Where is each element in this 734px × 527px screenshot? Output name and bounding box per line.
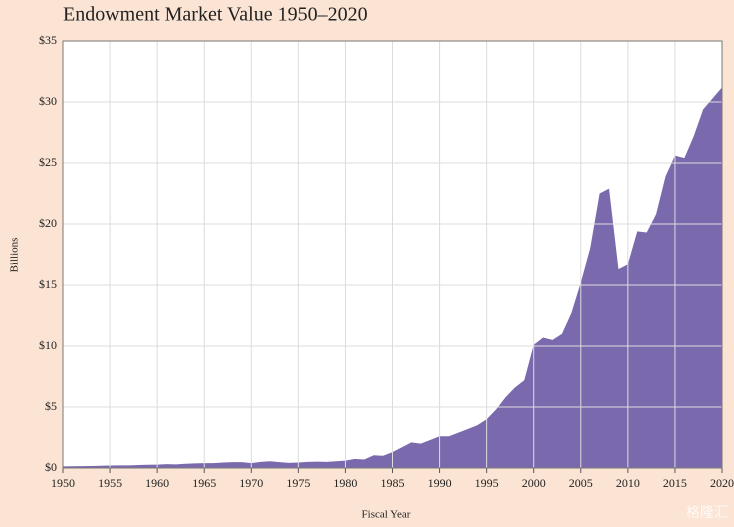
x-tick-label: 2015 [663, 476, 687, 490]
x-tick-label: 1960 [145, 476, 169, 490]
x-tick-label: 2010 [616, 476, 640, 490]
x-axis-label: Fiscal Year [362, 509, 411, 521]
x-tick-label: 2000 [522, 476, 546, 490]
y-tick-label: $5 [45, 399, 57, 413]
watermark: 格隆汇 [686, 505, 728, 521]
x-tick-label: 1965 [192, 476, 216, 490]
x-tick-label: 1985 [381, 476, 405, 490]
y-tick-label: $35 [39, 33, 57, 47]
y-axis-label: Billions [9, 238, 21, 273]
x-tick-label: 1955 [98, 476, 122, 490]
x-tick-label: 1970 [239, 476, 263, 490]
x-tick-label: 1980 [333, 476, 357, 490]
chart-title: Endowment Market Value 1950–2020 [63, 4, 368, 26]
y-tick-label: $30 [39, 94, 57, 108]
area [63, 87, 722, 469]
x-tick-label: 1950 [51, 476, 75, 490]
y-tick-label: $25 [39, 155, 57, 169]
y-tick-label: $0 [45, 460, 57, 474]
y-tick-label: $20 [39, 216, 57, 230]
x-tick-label: 1975 [286, 476, 310, 490]
y-tick-label: $15 [39, 277, 57, 291]
plot-border [62, 40, 723, 469]
x-tick-label: 2020 [710, 476, 734, 490]
x-tick-label: 1990 [428, 476, 452, 490]
x-tick-label: 2005 [569, 476, 593, 490]
x-tick-label: 1995 [475, 476, 499, 490]
y-tick-label: $10 [39, 338, 57, 352]
